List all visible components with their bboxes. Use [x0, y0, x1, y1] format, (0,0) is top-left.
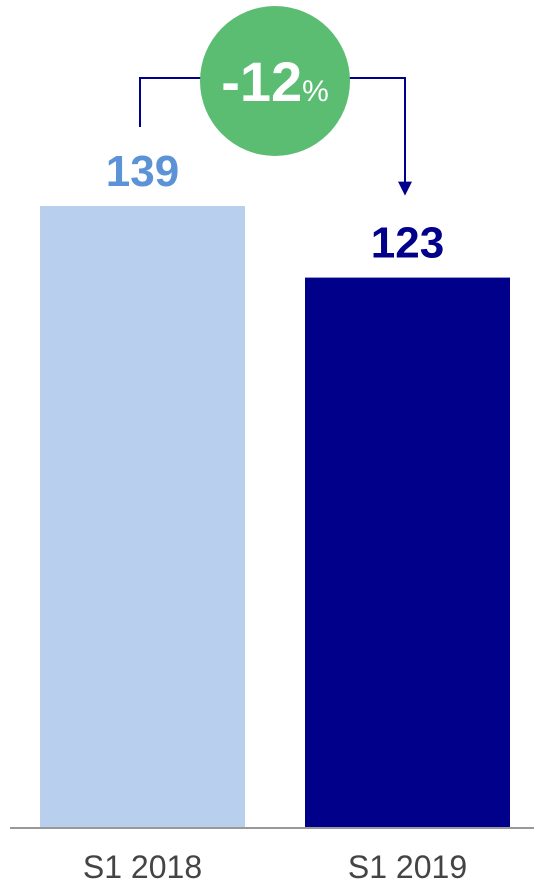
bar-s1-2018 [40, 206, 245, 828]
value-label-s1-2019: 123 [371, 219, 444, 268]
category-label-s1-2019: S1 2019 [348, 849, 467, 884]
change-unit: % [302, 75, 329, 108]
change-badge [200, 6, 350, 156]
value-label-s1-2018: 139 [106, 147, 179, 196]
change-value: -12 [221, 50, 302, 113]
category-label-s1-2018: S1 2018 [83, 849, 202, 884]
arrow-down-icon [398, 181, 412, 196]
change-badge-label: -12% [221, 50, 329, 113]
bar-s1-2019 [305, 277, 510, 828]
